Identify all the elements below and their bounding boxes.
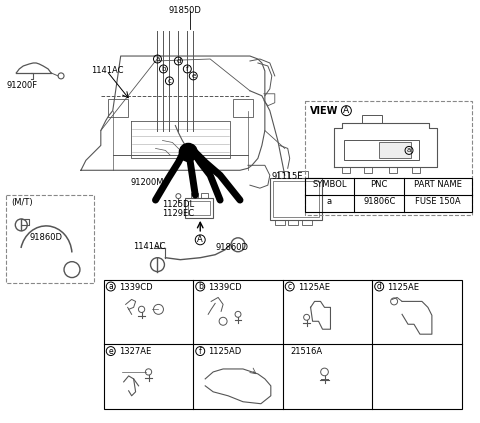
Text: 91200M: 91200M	[131, 178, 164, 187]
Text: b: b	[198, 282, 203, 291]
Bar	[379, 143, 411, 158]
Text: 1327AE: 1327AE	[119, 347, 151, 356]
Bar	[201, 193, 208, 198]
Text: 1125AE: 1125AE	[298, 283, 330, 291]
Text: a: a	[407, 147, 411, 154]
Text: a: a	[327, 197, 332, 206]
Text: 1125DL: 1125DL	[162, 200, 194, 209]
Text: a: a	[156, 56, 160, 62]
Text: VIEW: VIEW	[310, 106, 338, 116]
Text: A: A	[343, 106, 349, 115]
Bar	[273, 181, 319, 217]
Bar	[104, 280, 462, 409]
Bar	[305, 178, 472, 212]
Text: e: e	[108, 346, 113, 356]
Bar	[185, 198, 213, 218]
Text: (M/T): (M/T)	[12, 198, 33, 207]
Text: PART NAME: PART NAME	[414, 180, 462, 189]
Text: 91860D: 91860D	[215, 243, 248, 252]
Text: 1339CD: 1339CD	[119, 283, 152, 291]
Text: SYMBOL: SYMBOL	[312, 180, 347, 189]
Bar	[301, 220, 312, 225]
Text: 21516A: 21516A	[291, 347, 323, 356]
Bar	[305, 101, 472, 215]
Text: f: f	[199, 346, 202, 356]
Text: 1129EC: 1129EC	[162, 209, 194, 218]
Text: 91806C: 91806C	[363, 197, 396, 206]
Bar	[270, 178, 322, 220]
Text: 1339CD: 1339CD	[208, 283, 242, 291]
Text: c: c	[288, 282, 292, 291]
Bar	[278, 171, 288, 178]
Text: 91850D: 91850D	[168, 6, 201, 15]
Bar	[389, 167, 397, 173]
Text: d: d	[176, 58, 180, 64]
Text: f: f	[186, 66, 189, 72]
Text: A: A	[197, 235, 203, 244]
Text: 1141AC: 1141AC	[132, 242, 165, 251]
Text: FUSE 150A: FUSE 150A	[415, 197, 461, 206]
Bar	[362, 115, 382, 123]
Text: c: c	[168, 78, 171, 84]
Text: 1125AE: 1125AE	[387, 283, 419, 291]
Bar	[412, 167, 420, 173]
Text: 91200F: 91200F	[6, 81, 37, 90]
Bar	[192, 193, 198, 198]
Bar	[6, 195, 94, 283]
Bar	[364, 167, 372, 173]
Text: 1141AC: 1141AC	[91, 66, 123, 75]
Bar	[288, 220, 298, 225]
Bar	[275, 220, 285, 225]
Text: e: e	[191, 73, 195, 79]
Text: a: a	[108, 282, 113, 291]
Bar	[298, 171, 308, 178]
Text: d: d	[377, 282, 382, 291]
Text: 91860D: 91860D	[29, 233, 62, 242]
Text: 1125AD: 1125AD	[208, 347, 241, 356]
Bar	[108, 99, 128, 117]
Bar	[344, 140, 419, 160]
Bar	[188, 201, 210, 215]
Text: PNC: PNC	[371, 180, 388, 189]
Bar	[342, 167, 350, 173]
Text: b: b	[161, 66, 166, 72]
Text: 91115E: 91115E	[272, 172, 303, 181]
Bar	[233, 99, 253, 117]
Circle shape	[180, 143, 197, 161]
